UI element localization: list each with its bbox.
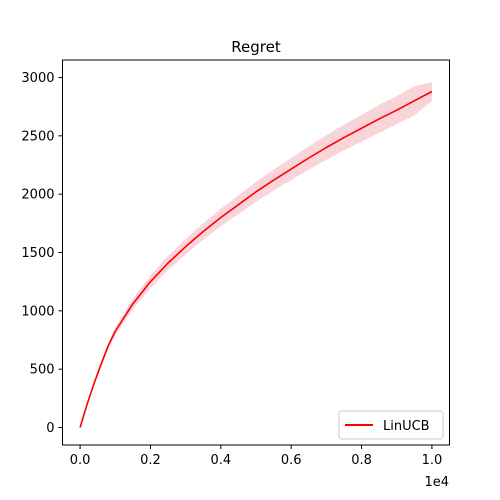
y-tick-label: 2000 xyxy=(21,188,54,203)
chart-title: Regret xyxy=(231,38,281,56)
x-tick-label: 0.6 xyxy=(281,453,302,468)
x-tick-label: 1.0 xyxy=(422,453,443,468)
y-tick-label: 1000 xyxy=(21,304,54,319)
y-tick-label: 500 xyxy=(30,363,55,378)
x-tick-label: 0.4 xyxy=(210,453,231,468)
series-band-linucb xyxy=(80,82,432,428)
plot-area xyxy=(79,82,433,428)
y-tick-label: 3000 xyxy=(21,71,54,86)
x-tick-label: 0.0 xyxy=(70,453,91,468)
x-axis: 0.0 0.2 0.4 0.6 0.8 1.0 xyxy=(70,445,443,468)
x-axis-offset-label: 1e4 xyxy=(424,475,449,490)
x-tick-label: 0.2 xyxy=(140,453,161,468)
y-tick-label: 1500 xyxy=(21,246,54,261)
series-line-linucb xyxy=(79,90,433,428)
y-axis: 0 500 1000 1500 2000 2500 3000 xyxy=(21,71,63,436)
legend-box xyxy=(338,410,444,440)
x-tick-label: 0.8 xyxy=(351,453,372,468)
y-tick-label: 0 xyxy=(46,421,54,436)
legend-label-linucb: LinUCB xyxy=(383,419,430,434)
legend: LinUCB xyxy=(338,410,444,440)
y-tick-label: 2500 xyxy=(21,129,54,144)
